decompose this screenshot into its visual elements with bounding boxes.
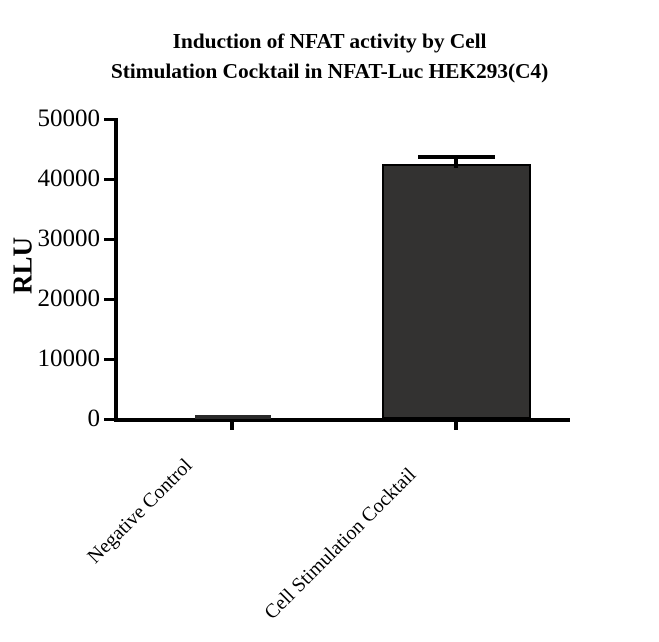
y-tick-50000 xyxy=(104,118,115,121)
y-tick-label-10000: 10000 xyxy=(37,345,101,372)
chart-title: Induction of NFAT activity by Cell Stimu… xyxy=(0,26,659,86)
bar-cell-stimulation-cocktail xyxy=(382,164,531,419)
y-tick-label-0: 0 xyxy=(87,405,101,432)
chart-title-line-1: Induction of NFAT activity by Cell xyxy=(172,29,487,53)
y-tick-40000 xyxy=(104,178,115,181)
x-tick-negative-control xyxy=(230,419,234,430)
bar-negative-control xyxy=(195,415,271,419)
y-tick-30000 xyxy=(104,238,115,241)
y-tick-label-40000: 40000 xyxy=(37,165,101,192)
y-tick-0 xyxy=(104,418,115,421)
y-tick-label-50000: 50000 xyxy=(37,105,101,132)
y-tick-label-20000: 20000 xyxy=(37,285,101,312)
y-tick-label-30000: 30000 xyxy=(37,225,101,252)
y-axis-line xyxy=(114,118,118,422)
y-tick-20000 xyxy=(104,298,115,301)
chart-title-line-2: Stimulation Cocktail in NFAT-Luc HEK293(… xyxy=(110,59,549,83)
error-bar-cap-cell-stimulation-cocktail xyxy=(418,155,495,159)
y-tick-10000 xyxy=(104,358,115,361)
error-bar-stem-cell-stimulation-cocktail xyxy=(454,156,458,168)
x-tick-cell-stimulation-cocktail xyxy=(454,419,458,430)
x-axis-line xyxy=(114,418,570,422)
x-axis-label-cell-stimulation-cocktail: Cell Stimulation Cocktail xyxy=(260,463,421,624)
x-axis-label-negative-control: Negative Control xyxy=(83,454,197,568)
